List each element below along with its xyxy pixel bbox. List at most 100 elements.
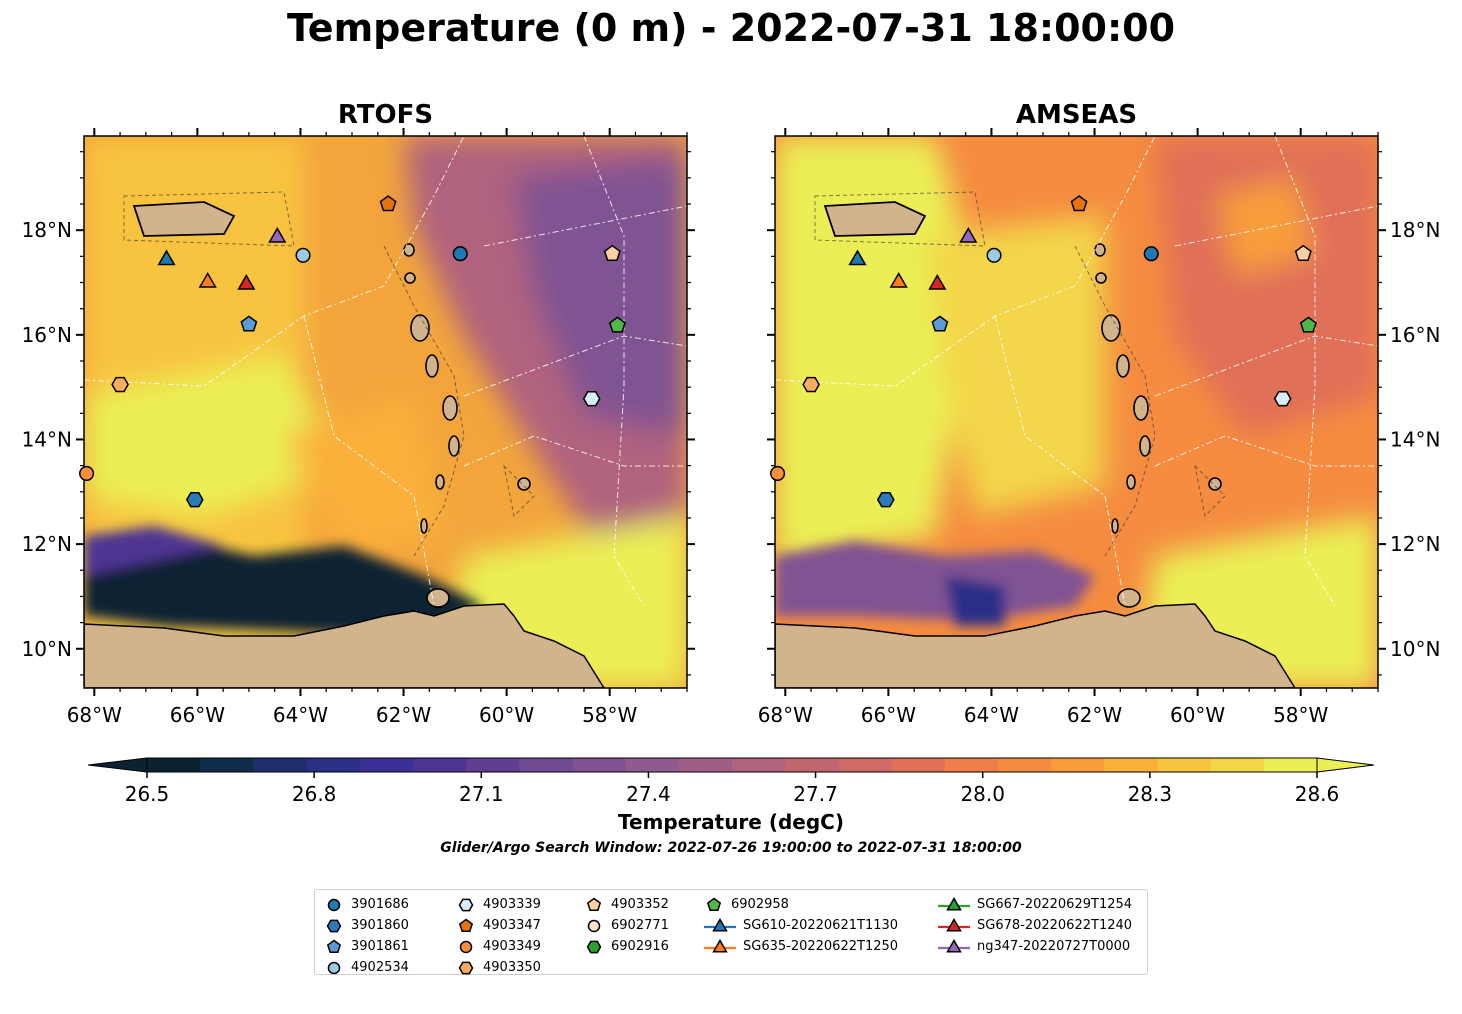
legend-marker-swatch bbox=[706, 897, 722, 911]
legend-marker-swatch bbox=[459, 940, 473, 953]
amseas-puerto-rico bbox=[823, 201, 927, 237]
colorbar-segment bbox=[838, 758, 893, 772]
lon-tick-label: 66°W bbox=[170, 703, 225, 727]
legend-label: SG678-20220622T1240 bbox=[977, 918, 1133, 933]
legend-hexagon-icon bbox=[326, 919, 342, 932]
legend-pentagon-icon bbox=[586, 897, 602, 911]
legend-marker-swatch bbox=[586, 897, 602, 911]
argo-float-marker-4902534 bbox=[295, 247, 311, 263]
lon-tick-label: 60°W bbox=[1170, 703, 1225, 727]
legend-item: 6902771 bbox=[583, 915, 669, 936]
figure-canvas: 18°N 16°N 14°N 12°N 10°N 68°W 66°W 64°W 62°W 60°W… bbox=[22, 128, 1440, 727]
colorbar-segment bbox=[732, 758, 786, 772]
colorbar-segment bbox=[253, 758, 308, 772]
colorbar-segment bbox=[1263, 758, 1318, 772]
amseas-warm-center bbox=[925, 216, 1105, 516]
panel-title-amseas: AMSEAS bbox=[1015, 100, 1138, 130]
rtofs-map bbox=[83, 135, 688, 689]
legend-label: 4903352 bbox=[611, 897, 669, 912]
legend-item: 3901686 bbox=[323, 894, 409, 915]
legend-label: 4903349 bbox=[483, 939, 541, 954]
colorbar-tick-label: 27.1 bbox=[459, 782, 504, 806]
colorbar bbox=[87, 757, 1375, 778]
amseas-map-frame bbox=[774, 135, 1379, 689]
colorbar-segment bbox=[466, 758, 520, 772]
legend-triangle-icon bbox=[712, 938, 728, 953]
argo-float-marker-4903349 bbox=[770, 465, 786, 482]
colorbar-segment bbox=[625, 758, 680, 772]
colorbar-segment bbox=[147, 758, 201, 772]
colorbar-segment bbox=[678, 758, 733, 772]
lon-tick-label: 68°W bbox=[758, 703, 813, 727]
rtofs-cold-upwelling bbox=[84, 536, 484, 636]
argo-float-marker-4903352 bbox=[603, 244, 621, 261]
lat-tick-label: 14°N bbox=[1390, 427, 1440, 451]
argo-float-marker-4903347 bbox=[379, 195, 397, 212]
figure-title: Temperature (0 m) - 2022-07-31 18:00:00 bbox=[286, 6, 1176, 50]
colorbar-segment bbox=[1051, 758, 1105, 772]
amseas-cool-east bbox=[1155, 136, 1378, 436]
legend: 3901686 3901860 3901861 4902534 4903339 49033… bbox=[314, 889, 1148, 975]
legend-hexagon-icon bbox=[458, 898, 474, 911]
legend-item: 4902534 bbox=[323, 957, 409, 978]
glider-marker-ng347-20220727T0000 bbox=[959, 227, 978, 243]
legend-column: 4903352 6902771 6902916 bbox=[583, 894, 669, 957]
lon-tick-label: 58°W bbox=[1273, 703, 1328, 727]
rtofs-map-frame bbox=[83, 135, 688, 689]
legend-label: 4903350 bbox=[483, 960, 541, 975]
colorbar-label: Temperature (degC) bbox=[618, 810, 844, 834]
argo-float-marker-4903349 bbox=[79, 465, 95, 482]
legend-item: 4903352 bbox=[583, 894, 669, 915]
legend-item: SG678-20220622T1240 bbox=[937, 915, 1132, 936]
legend-item: ng347-20220727T0000 bbox=[937, 936, 1132, 957]
amseas-cold-patch bbox=[945, 576, 1005, 626]
argo-float-marker-4902534 bbox=[986, 247, 1002, 263]
amseas-mid-east bbox=[1215, 176, 1315, 276]
legend-triangle-icon bbox=[946, 917, 962, 932]
legend-hexagon-icon bbox=[586, 940, 602, 953]
legend-triangle-icon bbox=[712, 917, 728, 932]
legend-column: SG667-20220629T1254 SG678-20220622T1240 ng… bbox=[937, 894, 1132, 957]
legend-column: 6902958 SG610-20220621T1130 SG635-20220622… bbox=[703, 894, 898, 957]
legend-glider-swatch bbox=[704, 938, 736, 953]
legend-item: 3901860 bbox=[323, 915, 409, 936]
legend-item: 6902916 bbox=[583, 936, 669, 957]
lon-tick-label: 58°W bbox=[582, 703, 637, 727]
legend-item: SG635-20220622T1250 bbox=[703, 936, 898, 957]
legend-glider-swatch bbox=[938, 896, 970, 911]
legend-circle-icon bbox=[587, 919, 601, 932]
rtofs-puerto-rico bbox=[132, 201, 236, 237]
amseas-map bbox=[774, 135, 1379, 689]
colorbar-tick-label: 27.7 bbox=[793, 782, 838, 806]
legend-pentagon-icon bbox=[326, 939, 342, 953]
glider-marker-SG635-20220622T1250 bbox=[889, 272, 908, 288]
argo-float-marker-6902958 bbox=[1299, 316, 1317, 333]
legend-pentagon-icon bbox=[706, 897, 722, 911]
colorbar-segment bbox=[519, 758, 573, 772]
rtofs-warm-patch bbox=[84, 356, 344, 516]
glider-marker-SG678-20220622T1240 bbox=[237, 273, 256, 290]
legend-marker-swatch bbox=[458, 898, 474, 911]
legend-item: 6902958 bbox=[703, 894, 898, 915]
legend-glider-swatch bbox=[704, 917, 736, 932]
legend-triangle-icon bbox=[946, 938, 962, 953]
legend-marker-swatch bbox=[587, 919, 601, 932]
legend-column: 3901686 3901860 3901861 4902534 bbox=[323, 894, 409, 978]
glider-marker-SG610-20220621T1130 bbox=[157, 249, 176, 266]
argo-float-marker-3901860 bbox=[876, 491, 895, 508]
colorbar-segment bbox=[359, 758, 414, 772]
legend-label: 6902916 bbox=[611, 939, 669, 954]
legend-marker-swatch bbox=[326, 919, 342, 932]
legend-label: SG667-20220629T1254 bbox=[977, 897, 1133, 912]
legend-marker-swatch bbox=[586, 940, 602, 953]
lat-tick-label: 18°N bbox=[22, 218, 72, 242]
colorbar-tick-labels: 26.5 26.8 27.1 27.4 27.7 28.0 28.3 28.6 bbox=[0, 782, 1462, 806]
legend-item: 4903339 bbox=[455, 894, 541, 915]
legend-marker-swatch bbox=[326, 939, 342, 953]
legend-glider-swatch bbox=[938, 917, 970, 932]
colorbar-segment bbox=[412, 758, 467, 772]
rtofs-south-america-land bbox=[84, 603, 605, 688]
amseas-cool-south bbox=[775, 541, 1095, 621]
legend-item: 4903347 bbox=[455, 915, 541, 936]
amseas-lesser-antilles bbox=[1094, 243, 1222, 608]
